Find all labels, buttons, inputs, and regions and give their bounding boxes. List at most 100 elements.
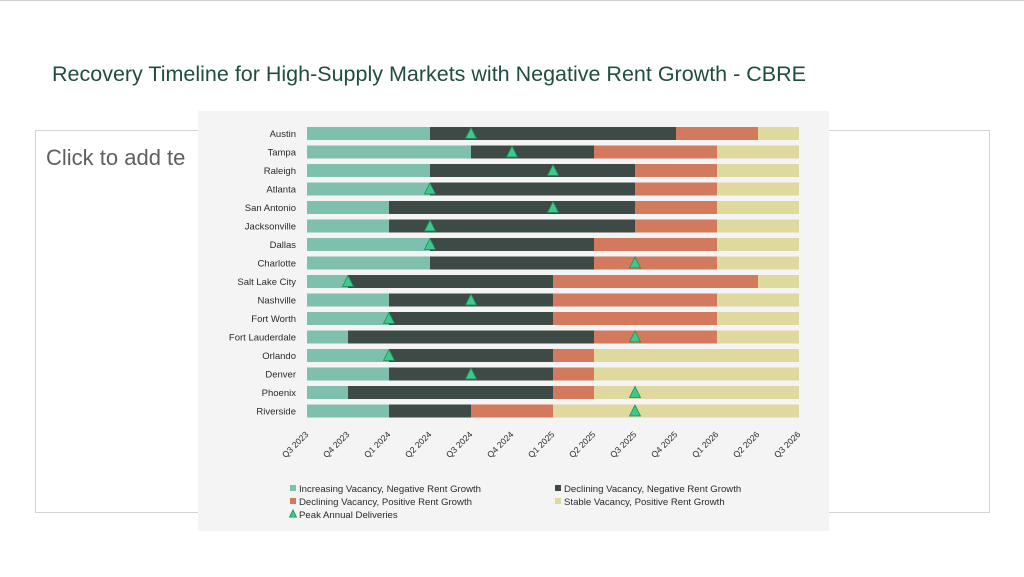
bar-segment-inc [307, 238, 430, 251]
bar-segment-dec_neg [430, 238, 594, 251]
x-tick-label: Q3 2023 [280, 429, 311, 460]
x-tick-label: Q1 2025 [526, 429, 557, 460]
bar-segment-dec_pos [553, 349, 594, 362]
bar-segment-dec_neg [389, 349, 553, 362]
bar-segment-stable [717, 182, 799, 196]
bar-segment-dec_pos [553, 312, 717, 325]
x-tick-label: Q1 2026 [690, 429, 721, 460]
peak-deliveries-marker [423, 237, 437, 250]
bar-segment-stable [594, 367, 799, 381]
x-tick-label: Q4 2023 [321, 429, 352, 460]
bar-segment-dec_pos [471, 404, 553, 418]
x-tick-label: Q1 2024 [362, 429, 393, 460]
market-label: Atlanta [266, 184, 296, 195]
peak-deliveries-marker [628, 404, 642, 417]
bar-segment-stable [717, 256, 799, 270]
bar-segment-stable [758, 275, 799, 288]
market-label: Fort Lauderdale [229, 332, 296, 343]
bar-segment-inc [307, 256, 430, 270]
legend-swatch [555, 498, 561, 504]
chart-canvas: Austin Tampa Raleigh Atlanta San Antonio Jack… [229, 126, 803, 521]
market-label: Austin [270, 129, 296, 140]
bar-segment-dec_pos [594, 256, 717, 270]
peak-deliveries-marker [546, 200, 560, 213]
peak-deliveries-marker [423, 182, 437, 195]
legend-label: Increasing Vacancy, Negative Rent Growth [299, 484, 481, 495]
bar-segment-dec_pos [635, 219, 717, 233]
legend-label: Peak Annual Deliveries [299, 510, 398, 521]
bar-segment-stable [717, 330, 799, 344]
x-tick-label: Q2 2024 [403, 429, 434, 460]
x-tick-label: Q2 2026 [731, 429, 762, 460]
market-label: San Antonio [245, 203, 296, 214]
bar-segment-inc [307, 164, 430, 177]
bar-segment-inc [307, 404, 389, 418]
bar-segment-inc [307, 201, 389, 214]
bar-segment-dec_neg [430, 256, 594, 270]
bar-segment-stable [594, 386, 799, 399]
bar-segment-dec_neg [389, 219, 635, 233]
bar-segment-stable [553, 404, 799, 418]
bar-segment-inc [307, 330, 348, 344]
bar-segment-dec_neg [389, 312, 553, 325]
bar-segment-dec_neg [471, 145, 594, 159]
bar-segment-inc [307, 386, 348, 399]
bar-segment-dec_neg [389, 404, 471, 418]
x-tick-label: Q4 2025 [649, 429, 680, 460]
peak-deliveries-marker [382, 311, 396, 324]
bar-segment-dec_neg [430, 164, 635, 177]
bar-segment-dec_pos [553, 275, 758, 288]
bar-segment-inc [307, 293, 389, 307]
x-tick-label: Q2 2025 [567, 429, 598, 460]
bar-segment-stable [717, 164, 799, 177]
bar-segment-dec_pos [594, 330, 717, 344]
market-label: Denver [265, 369, 296, 380]
bar-segment-inc [307, 349, 389, 362]
bar-segment-stable [717, 293, 799, 307]
bar-segment-inc [307, 367, 389, 381]
bar-segment-dec_pos [553, 293, 717, 307]
bar-segment-inc [307, 182, 430, 196]
recovery-timeline-chart[interactable]: Austin Tampa Raleigh Atlanta San Antonio Jack… [198, 111, 829, 531]
peak-deliveries-marker [546, 163, 560, 176]
bar-segment-inc [307, 275, 348, 288]
market-label: Fort Worth [251, 314, 296, 325]
bar-segment-inc [307, 312, 389, 325]
bar-segment-dec_neg [389, 201, 635, 214]
legend-label: Declining Vacancy, Positive Rent Growth [299, 497, 472, 508]
bar-segment-dec_pos [553, 367, 594, 381]
placeholder-text: Click to add te [46, 145, 186, 170]
bar-segment-dec_pos [635, 201, 717, 214]
bar-segment-stable [717, 219, 799, 233]
x-tick-label: Q4 2024 [485, 429, 516, 460]
market-label: Phoenix [262, 388, 297, 399]
x-tick-label: Q3 2026 [772, 429, 803, 460]
market-label: Dallas [270, 240, 297, 251]
bar-segment-dec_pos [594, 238, 717, 251]
top-divider [0, 0, 1024, 1]
market-label: Tampa [267, 147, 296, 158]
peak-deliveries-marker [341, 274, 355, 287]
peak-deliveries-marker [628, 256, 642, 269]
peak-deliveries-marker [464, 293, 478, 306]
bar-segment-inc [307, 145, 471, 159]
bar-segment-dec_neg [430, 127, 676, 140]
bar-segment-dec_neg [348, 330, 594, 344]
market-label: Orlando [262, 351, 296, 362]
bar-segment-stable [717, 238, 799, 251]
bar-segment-stable [717, 145, 799, 159]
bar-segment-dec_pos [594, 145, 717, 159]
peak-deliveries-marker [628, 330, 642, 343]
market-label: Riverside [256, 406, 296, 417]
peak-deliveries-marker [505, 145, 519, 158]
bar-segment-dec_neg [348, 386, 553, 399]
bar-segment-stable [758, 127, 799, 140]
legend-peak-marker-icon [288, 508, 298, 518]
peak-deliveries-marker [464, 126, 478, 139]
market-label: Raleigh [264, 166, 296, 177]
bar-segment-inc [307, 127, 430, 140]
bar-segment-stable [717, 201, 799, 214]
bar-segment-stable [594, 349, 799, 362]
bar-segment-dec_neg [430, 182, 635, 196]
peak-deliveries-marker [464, 367, 478, 380]
